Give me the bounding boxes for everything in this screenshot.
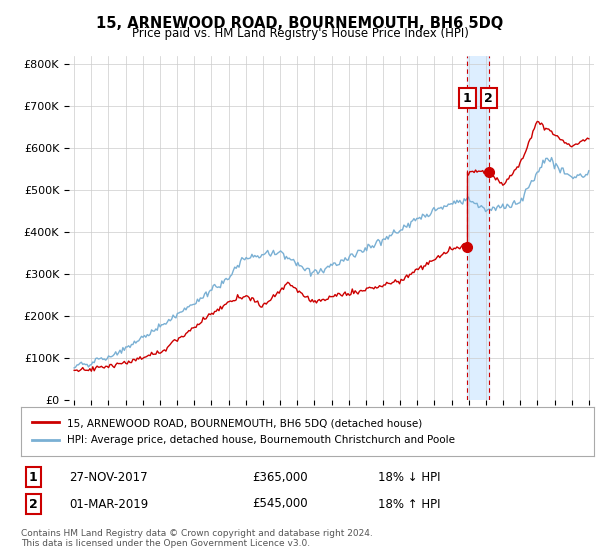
Text: 2: 2 bbox=[484, 91, 493, 105]
Text: 01-MAR-2019: 01-MAR-2019 bbox=[69, 497, 148, 511]
Text: 1: 1 bbox=[463, 91, 472, 105]
Text: 27-NOV-2017: 27-NOV-2017 bbox=[69, 470, 148, 484]
Text: 18% ↑ HPI: 18% ↑ HPI bbox=[378, 497, 440, 511]
Bar bbox=[467, 56, 489, 400]
Text: 15, ARNEWOOD ROAD, BOURNEMOUTH, BH6 5DQ: 15, ARNEWOOD ROAD, BOURNEMOUTH, BH6 5DQ bbox=[97, 16, 503, 31]
Legend: 15, ARNEWOOD ROAD, BOURNEMOUTH, BH6 5DQ (detached house), HPI: Average price, de: 15, ARNEWOOD ROAD, BOURNEMOUTH, BH6 5DQ … bbox=[26, 412, 461, 452]
Text: £365,000: £365,000 bbox=[252, 470, 308, 484]
Text: Price paid vs. HM Land Registry's House Price Index (HPI): Price paid vs. HM Land Registry's House … bbox=[131, 27, 469, 40]
Text: 1: 1 bbox=[29, 470, 37, 484]
Text: £545,000: £545,000 bbox=[252, 497, 308, 511]
Text: Contains HM Land Registry data © Crown copyright and database right 2024.
This d: Contains HM Land Registry data © Crown c… bbox=[21, 529, 373, 548]
Text: 18% ↓ HPI: 18% ↓ HPI bbox=[378, 470, 440, 484]
Text: 2: 2 bbox=[29, 497, 37, 511]
